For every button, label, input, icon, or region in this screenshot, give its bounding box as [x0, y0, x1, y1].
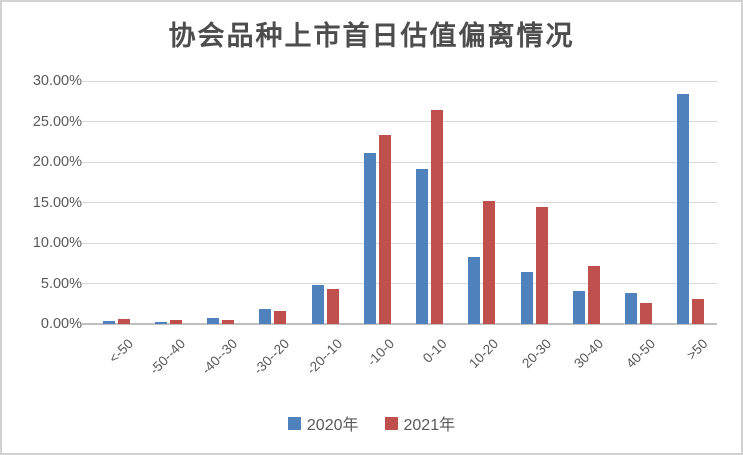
bar-2021: [326, 289, 339, 324]
y-axis-tick-label: 20.00%: [32, 154, 82, 170]
y-axis-tick-label: 30.00%: [32, 73, 82, 89]
gridline: [82, 283, 717, 284]
x-axis-tick-label: -20--10: [303, 336, 345, 378]
bar-2020: [625, 292, 638, 324]
y-axis-tick-label: 0.00%: [40, 316, 82, 332]
bar-2021: [640, 303, 653, 324]
bar-2021: [535, 207, 548, 324]
x-axis-tick-label: -40--30: [198, 336, 241, 378]
legend-swatch-icon: [287, 416, 301, 430]
category-group: <-50: [90, 81, 142, 366]
gridline: [82, 121, 717, 122]
x-axis-tick-label: -30--20: [251, 336, 293, 378]
y-axis-tick-label: 25.00%: [32, 113, 82, 130]
legend-swatch-icon: [384, 416, 398, 430]
x-axis-tick-label: 10-20: [466, 336, 502, 372]
bar-2021: [692, 298, 705, 324]
bar-2020: [677, 94, 690, 324]
category-group: -40--30: [195, 81, 247, 377]
bar-2020: [154, 321, 167, 324]
category-group: -20--10: [299, 81, 351, 377]
x-axis-tick-label: <-50: [105, 336, 136, 366]
x-axis-tick-label: -10-0: [364, 336, 397, 369]
bar-2020: [363, 153, 376, 324]
category-group: 0-10: [404, 81, 456, 366]
x-axis-line: [82, 323, 717, 325]
gridline: [82, 202, 717, 203]
x-axis-tick-label: 20-30: [518, 336, 554, 372]
bar-2021: [117, 318, 130, 324]
bar-2020: [520, 271, 533, 324]
y-axis-tick-label: 5.00%: [40, 275, 82, 292]
chart-title: 协会品种上市首日估值偏离情况: [168, 21, 575, 52]
bar-2021: [378, 135, 391, 324]
category-group: 20-30: [508, 81, 560, 371]
bar-2021: [222, 319, 235, 324]
bar-2021: [169, 319, 182, 324]
bar-2021: [274, 311, 287, 324]
gridline: [82, 242, 717, 244]
y-axis-tick-label: 15.00%: [32, 194, 82, 211]
x-axis-tick-label: 30-40: [570, 336, 606, 372]
gridline: [82, 80, 717, 82]
category-group: 10-20: [456, 81, 508, 371]
x-axis-tick-label: 0-10: [419, 336, 450, 366]
bar-2021: [587, 265, 600, 324]
legend-item-2020: 2020年: [287, 411, 359, 435]
legend: 2020年 2021年: [2, 411, 741, 435]
category-group: -30--20: [247, 81, 299, 377]
category-group: 40-50: [613, 81, 665, 371]
bar-2021: [483, 200, 496, 324]
bar-2020: [259, 309, 272, 324]
legend-item-2021: 2021年: [384, 411, 456, 435]
x-axis-tick-label: 40-50: [623, 336, 659, 372]
category-group: >50: [665, 81, 717, 363]
y-axis-tick-label: 10.00%: [32, 235, 82, 251]
category-group: 30-40: [560, 81, 612, 371]
plot-area: <-50 -50--40 -40--30 -30--20 -20--10 -10-0 0-1…: [82, 80, 717, 377]
gridline: [82, 161, 717, 163]
bar-2020: [207, 317, 220, 324]
bar-2020: [416, 169, 429, 324]
bar-2020: [468, 256, 481, 324]
bar-2021: [431, 109, 444, 324]
category-group: -50--40: [142, 81, 194, 377]
bar-2020: [102, 321, 115, 324]
x-axis-tick-label: >50: [683, 336, 711, 363]
bar-2020: [572, 290, 585, 324]
x-axis-tick-label: -50--40: [146, 336, 188, 378]
category-group: -10-0: [351, 81, 403, 369]
y-axis: 0.00% 5.00% 10.00% 15.00% 20.00% 25.00% 30.00%: [6, 73, 82, 332]
bar-2020: [311, 285, 324, 324]
legend-label: 2020年: [306, 417, 359, 434]
bars-row: <-50 -50--40 -40--30 -30--20 -20--10 -10-0 0-1…: [90, 81, 717, 377]
legend-label: 2021年: [403, 417, 456, 434]
